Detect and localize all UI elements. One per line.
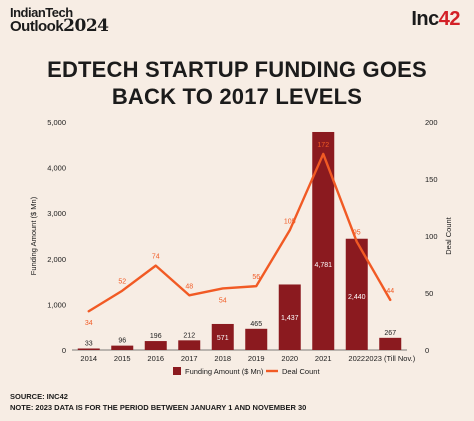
deal-count-label: 44	[386, 288, 394, 295]
x-tick-label: 2016	[147, 354, 164, 363]
outlook-logo-line2: Outlook2024	[10, 18, 109, 35]
y-axis-label: Funding Amount ($ Mn)	[29, 196, 38, 275]
x-tick-label: 2020	[281, 354, 298, 363]
x-tick-label: 2018	[214, 354, 231, 363]
funding-bar	[211, 323, 234, 350]
x-tick-label: 2022	[348, 354, 365, 363]
bar-value-label: 571	[217, 335, 229, 342]
funding-bar	[312, 131, 335, 350]
bar-value-label: 96	[118, 338, 126, 345]
legend-label-funding: Funding Amount ($ Mn)	[185, 367, 264, 376]
legend-swatch-funding	[173, 367, 181, 375]
indiantech-outlook-logo: IndianTech Outlook2024	[10, 6, 109, 35]
deal-count-label: 56	[252, 274, 260, 281]
y-tick-label: 3,000	[47, 209, 66, 218]
legend-label-deals: Deal Count	[282, 367, 320, 376]
y-tick-label: 4,000	[47, 164, 66, 173]
deal-count-label: 105	[284, 218, 296, 225]
y2-tick-label: 150	[425, 175, 438, 184]
x-tick-label: 2015	[114, 354, 131, 363]
bar-value-label: 267	[384, 330, 396, 337]
funding-bar	[278, 284, 301, 350]
y-tick-label: 5,000	[47, 118, 66, 127]
deal-count-label: 172	[317, 142, 329, 149]
funding-bar	[345, 238, 368, 350]
x-tick-label: 2023 (Till Nov.)	[365, 354, 416, 363]
chart-title-line2: BACK TO 2017 LEVELS	[111, 84, 363, 109]
deal-count-label: 48	[185, 283, 193, 290]
funding-bar	[77, 348, 100, 350]
deal-count-label: 52	[118, 279, 126, 286]
funding-bar	[178, 340, 201, 350]
y2-tick-label: 200	[425, 118, 438, 127]
x-tick-label: 2019	[248, 354, 265, 363]
x-tick-label: 2017	[181, 354, 198, 363]
bar-value-label: 1,437	[281, 315, 299, 322]
deal-count-label: 95	[353, 230, 361, 237]
inc42-logo: Inc42	[411, 8, 460, 31]
y2-tick-label: 50	[425, 289, 433, 298]
y-tick-label: 1,000	[47, 300, 66, 309]
funding-bar	[245, 328, 268, 350]
x-tick-label: 2021	[315, 354, 332, 363]
inc42-logo-number: 42	[438, 8, 461, 30]
deal-count-label: 54	[219, 297, 227, 304]
outlook-logo-word: Outlook	[10, 18, 64, 35]
y2-tick-label: 100	[425, 232, 438, 241]
inc42-logo-text: Inc	[411, 8, 439, 30]
chart-title: EDTECH STARTUP FUNDING GOES BACK TO 2017…	[0, 56, 474, 110]
y2-axis-label: Deal Count	[444, 216, 453, 254]
bar-value-label: 465	[250, 321, 262, 328]
funding-bar	[111, 345, 134, 350]
bar-value-label: 2,440	[348, 294, 366, 301]
bar-value-label: 212	[183, 332, 195, 339]
deal-count-line	[87, 152, 392, 313]
data-period-note: NOTE: 2023 DATA IS FOR THE PERIOD BETWEE…	[10, 403, 307, 412]
source-note: SOURCE: INC42	[10, 392, 68, 401]
deal-count-label: 74	[152, 254, 160, 261]
bar-value-label: 4,781	[314, 262, 332, 269]
y2-tick-label: 0	[425, 346, 429, 355]
funding-bar	[144, 341, 167, 350]
funding-bar	[379, 337, 402, 350]
y-tick-label: 2,000	[47, 255, 66, 264]
chart-title-line1: EDTECH STARTUP FUNDING GOES	[47, 57, 427, 82]
x-tick-label: 2014	[80, 354, 97, 363]
bar-value-label: 33	[85, 340, 93, 347]
chart-footer: SOURCE: INC42 NOTE: 2023 DATA IS FOR THE…	[10, 391, 306, 413]
bar-value-label: 196	[150, 333, 162, 340]
deal-count-label: 34	[85, 320, 93, 327]
outlook-logo-line1: IndianTech	[10, 5, 73, 20]
y-tick-label: 0	[62, 346, 66, 355]
outlook-logo-year: 2024	[63, 16, 109, 36]
